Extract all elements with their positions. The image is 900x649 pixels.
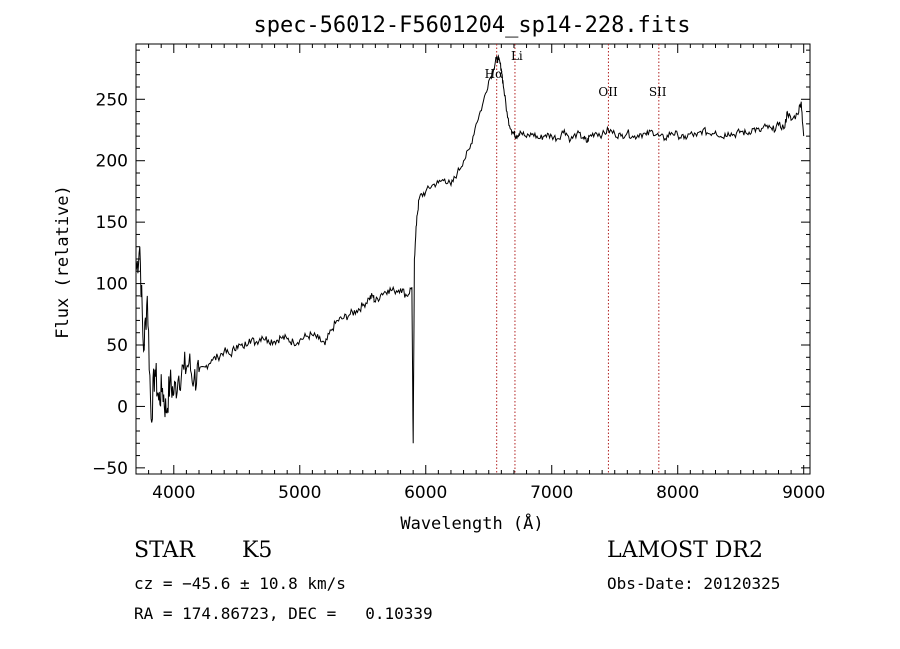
sky-coordinates: RA = 174.86723, DEC = 0.10339 bbox=[134, 604, 433, 623]
object-type: STAR bbox=[134, 538, 195, 563]
y-tick-label: −50 bbox=[92, 459, 128, 479]
chart-title: spec-56012-F5601204_sp14-228.fits bbox=[253, 13, 690, 38]
plot-area: 4000 5000 6000 7000 8000 9000 −50 0 50 100 150 200 2… bbox=[92, 43, 825, 503]
x-tick-label: 5000 bbox=[278, 483, 321, 503]
line-marker-label: Hα bbox=[485, 67, 504, 81]
plot-frame bbox=[135, 43, 811, 475]
x-tick-label: 7000 bbox=[530, 483, 573, 503]
line-marker-label: Li bbox=[511, 49, 523, 63]
y-tick-label: 0 bbox=[117, 397, 128, 417]
y-tick-label: 200 bbox=[96, 152, 128, 172]
observation-date: Obs-Date: 20120325 bbox=[607, 574, 781, 593]
y-tick-label: 150 bbox=[96, 213, 128, 233]
survey-name: LAMOST DR2 bbox=[607, 538, 763, 563]
line-marker-label: SII bbox=[649, 85, 667, 99]
spectral-class: K5 bbox=[242, 538, 273, 563]
line-marker-label: OII bbox=[598, 85, 618, 99]
x-axis-label: Wavelength (Å) bbox=[400, 512, 543, 534]
y-axis-label: Flux (relative) bbox=[53, 185, 73, 339]
x-tick-label: 6000 bbox=[404, 483, 447, 503]
y-tick-label: 250 bbox=[96, 90, 128, 110]
x-tick-label: 8000 bbox=[656, 483, 699, 503]
spectrum-line bbox=[135, 54, 805, 444]
redshift-velocity: cz = −45.6 ± 10.8 km/s bbox=[134, 574, 346, 593]
x-tick-label: 4000 bbox=[152, 483, 195, 503]
x-tick-label: 9000 bbox=[782, 483, 825, 503]
y-tick-label: 100 bbox=[96, 275, 128, 295]
y-tick-label: 50 bbox=[106, 336, 128, 356]
